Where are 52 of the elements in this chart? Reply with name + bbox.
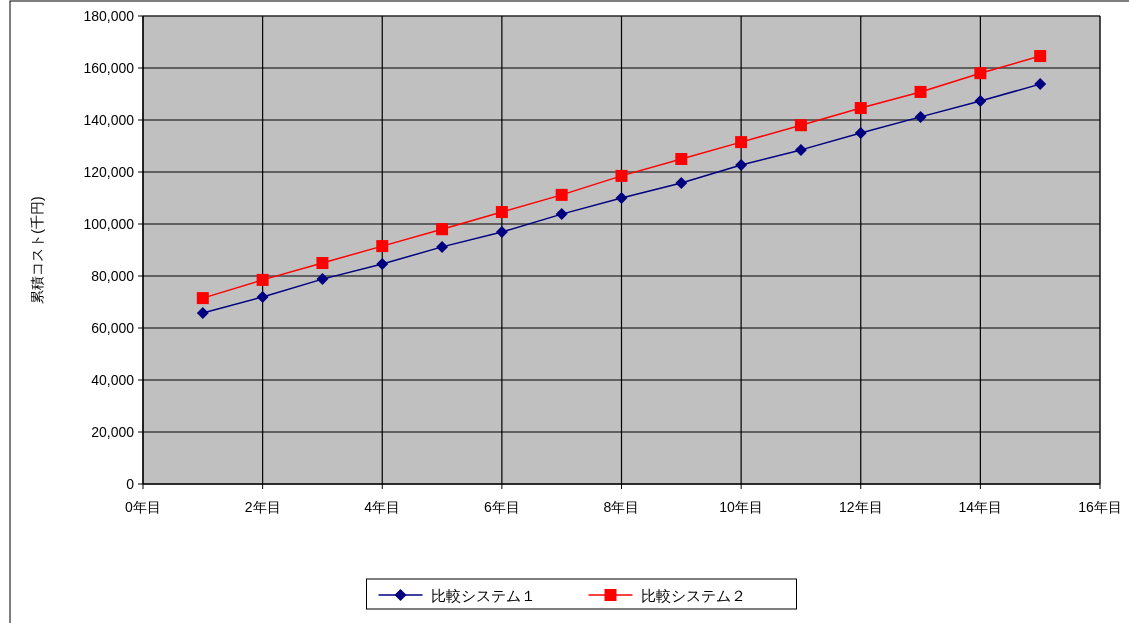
x-tick-label: 16年目 (1078, 499, 1122, 515)
point (376, 240, 389, 253)
y-tick-label: 180,000 (83, 8, 135, 24)
point (914, 110, 927, 123)
point (615, 169, 628, 182)
point (854, 127, 867, 139)
point (794, 119, 807, 132)
point (854, 102, 867, 115)
x-tick-label: 4年目 (364, 499, 401, 515)
point (1034, 50, 1047, 63)
point (735, 158, 748, 171)
y-tick-label: 140,000 (83, 112, 135, 128)
legend-label: 比較システム２ (640, 587, 746, 604)
point (495, 226, 508, 239)
y-tick-label: 60,000 (91, 320, 135, 336)
point (615, 192, 628, 204)
point (316, 257, 329, 269)
y-axis-title: 累積コスト(千円) (29, 196, 45, 304)
y-tick-label: 100,000 (83, 216, 135, 232)
x-tick-label: 2年目 (244, 499, 281, 515)
point (974, 95, 987, 108)
point (914, 85, 927, 98)
x-tick-label: 8年目 (603, 499, 640, 515)
point (794, 143, 807, 156)
point (436, 223, 449, 236)
point (555, 188, 568, 201)
x-tick-label: 14年目 (958, 499, 1003, 515)
legend-label: 比較システム１ (430, 587, 536, 604)
x-tick-label: 12年目 (838, 499, 883, 515)
point (495, 206, 508, 219)
x-tick-label: 10年目 (719, 499, 763, 515)
y-tick-label: 80,000 (91, 268, 135, 284)
point (256, 291, 269, 304)
point (376, 258, 389, 271)
y-tick-label: 40,000 (91, 372, 135, 388)
point (1034, 78, 1047, 91)
point (196, 292, 209, 305)
x-tick-label: 6年目 (483, 499, 520, 515)
point (675, 176, 688, 189)
point (974, 67, 987, 80)
x-tick-label: 0年目 (125, 499, 161, 515)
point (196, 306, 209, 319)
point (555, 208, 568, 221)
point (256, 273, 269, 286)
point (735, 136, 748, 149)
point (316, 273, 329, 286)
y-tick-label: 120,000 (83, 164, 135, 180)
point (436, 240, 449, 253)
y-tick-label: 20,000 (91, 424, 135, 440)
y-tick-label: 160,000 (83, 60, 135, 76)
point (675, 153, 688, 165)
y-tick-label: 0 (126, 476, 135, 492)
